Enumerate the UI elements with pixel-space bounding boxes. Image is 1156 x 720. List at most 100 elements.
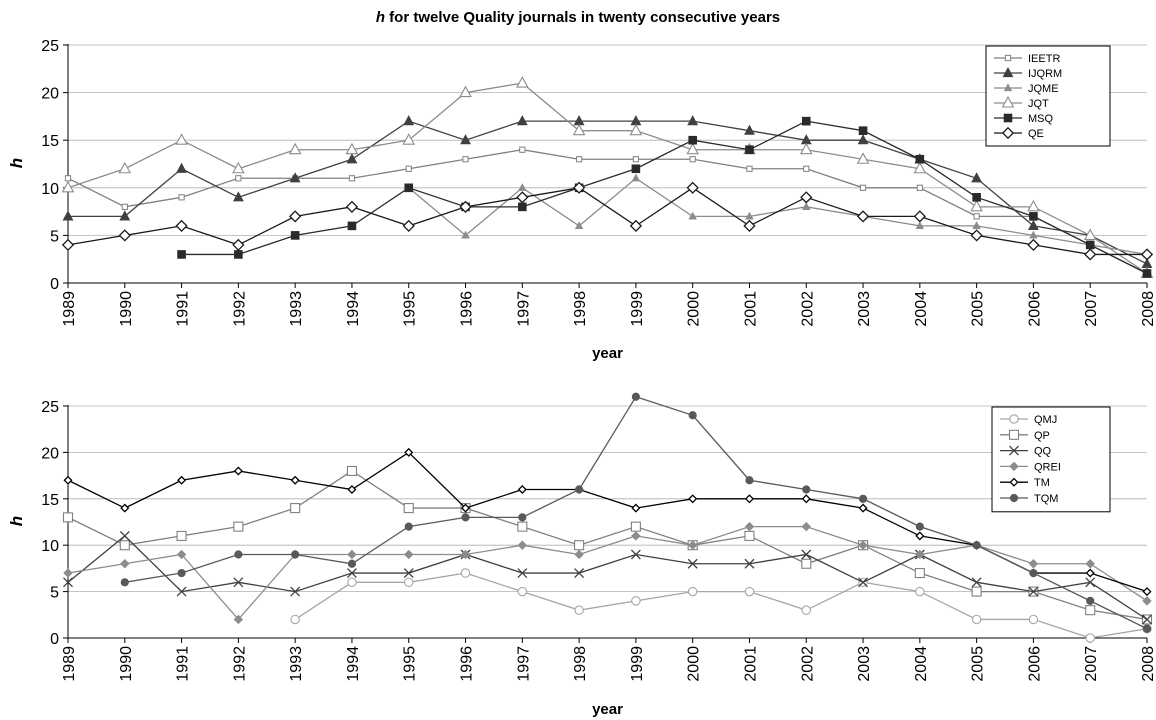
data-point-qp [62,512,74,523]
data-point-tm [404,447,414,457]
data-point-qmj [744,586,755,597]
data-point-qe [345,200,359,213]
data-point-tm [1142,587,1152,597]
data-point-qe [970,229,983,242]
data-point-tqm [347,559,357,568]
legend-marker [1002,66,1014,78]
data-point-qrei [1142,596,1152,606]
data-point-qmj [687,586,698,597]
data-point-ieetr [462,156,469,163]
x-tick-label: 2001 [742,646,759,682]
data-point-qq [744,558,755,569]
data-point-jqt [1027,199,1040,212]
data-point-ijqrm [62,210,74,221]
data-point-ijqrm [630,115,642,126]
data-point-ijqrm [1027,219,1039,230]
bottom-line-chart: 0 5 10 15 20 25 1989 1990 1991 1992 1993 1994 1995 19… [7,392,1156,718]
data-point-qp [971,586,982,597]
x-tick-label: 2004 [913,291,930,327]
x-tick-label: 1996 [459,646,476,682]
data-point-tqm [120,578,129,587]
data-point-tm [290,475,300,485]
data-point-tm [177,475,187,485]
data-point-ijqrm [971,172,983,183]
data-point-msq [1085,240,1095,250]
data-point-jqme [631,173,641,182]
legend-item: QQ [1000,446,1052,458]
x-tick-label: 1991 [175,646,192,682]
data-point-qrei [687,540,698,550]
legend-item: TQM [1000,493,1058,505]
data-point-qrei [176,549,187,560]
data-point-qmj [801,605,812,615]
data-point-tqm [745,476,754,485]
x-tick-label: 2007 [1083,291,1100,327]
x-tick-label: 1999 [629,646,646,682]
legend-marker [1004,54,1012,62]
series-line-qq [67,535,1148,620]
data-point-jqme [915,221,925,229]
legend-label: QE [1028,128,1044,140]
data-point-qe [118,229,131,242]
data-point-qp [233,521,244,532]
x-tick-label: 1997 [515,291,532,327]
data-point-tm [63,475,73,485]
x-tick-label: 1997 [515,646,532,682]
data-point-qrei [574,549,584,560]
legend-marker [1009,477,1019,487]
data-point-jqt [288,142,302,155]
data-point-ijqrm [857,134,869,145]
series-line-msq [181,120,1148,275]
data-point-ijqrm [573,115,585,126]
x-tick-label: 2008 [1140,646,1156,682]
chart-title-symbol: h [376,9,385,26]
data-point-ieetr [64,175,72,182]
y-tick-label: 10 [41,538,59,555]
data-point-qrei [1028,559,1039,569]
y-tick-label: 20 [41,445,59,462]
data-point-tm [858,503,868,513]
data-point-msq [290,231,300,240]
data-point-msq [801,116,811,126]
data-point-ieetr [803,165,810,172]
legend-item: MSQ [994,113,1054,125]
data-point-tm [461,503,471,513]
data-point-qmj [1085,633,1095,643]
x-tick-label: 1998 [572,646,589,682]
data-point-qmj [460,568,471,578]
series-line-tm [67,451,1148,593]
data-point-tm [517,485,527,495]
data-point-tqm [631,392,640,401]
y-tick-label: 25 [41,399,59,416]
data-point-jqt [799,142,813,155]
legend-item: JQT [994,96,1049,110]
series-ijqrm [62,115,1153,269]
x-tick-label: 1992 [231,291,248,327]
data-point-qq [858,577,869,588]
data-point-qe [743,219,756,232]
data-point-msq [972,193,981,202]
x-tick-label: 2006 [1026,291,1043,327]
legend-marker [1009,493,1019,503]
data-point-jqt [856,152,870,164]
y-tick-label: 15 [41,133,59,150]
data-point-qe [629,219,643,232]
data-point-ieetr [235,175,242,182]
data-point-tqm [177,568,186,578]
series-line-ieetr [67,149,1148,275]
data-point-qe [459,200,472,213]
data-point-qrei [1085,559,1095,569]
y-tick-label: 20 [41,86,59,103]
data-point-qp [346,465,357,477]
chart-title-text: for twelve Quality journals in twenty co… [385,9,780,26]
x-tick-label: 1993 [288,646,305,682]
series-tqm [120,392,1152,633]
data-point-qq [630,549,641,560]
data-point-tqm [915,522,924,531]
x-tick-label: 2003 [856,291,873,327]
data-point-tm [688,494,698,504]
legend-item: QP [1000,429,1050,442]
legend-item: JQME [994,83,1059,95]
legend-marker [1009,414,1019,424]
data-point-ieetr [576,156,583,163]
